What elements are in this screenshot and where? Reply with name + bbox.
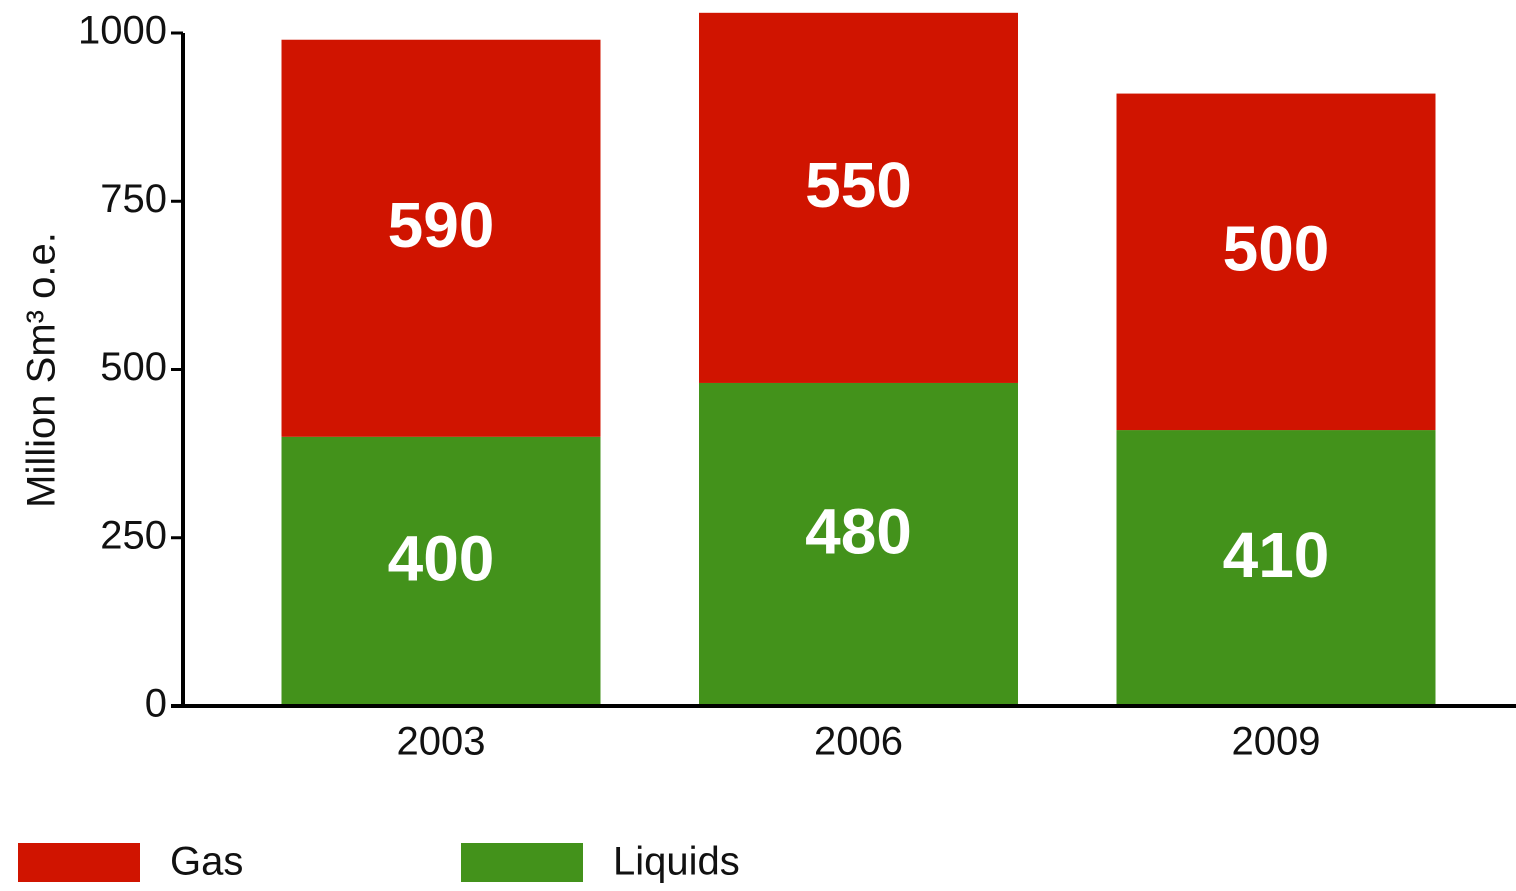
y-tick-label: 250 bbox=[100, 513, 167, 557]
x-tick-label: 2003 bbox=[397, 720, 486, 764]
bar-segment bbox=[699, 12, 1018, 383]
data-label: 590 bbox=[388, 189, 495, 261]
legend-label: Gas bbox=[170, 840, 243, 884]
bar-segment bbox=[699, 382, 1018, 706]
y-tick-label: 1000 bbox=[78, 9, 167, 53]
data-label: 410 bbox=[1223, 519, 1330, 591]
data-label: 480 bbox=[805, 495, 912, 567]
y-tick-label: 750 bbox=[100, 177, 167, 221]
data-label: 550 bbox=[805, 149, 912, 221]
bar-segment bbox=[1116, 430, 1436, 706]
x-tick-label: 2009 bbox=[1232, 720, 1321, 764]
y-axis-label: Million Sm³ o.e. bbox=[20, 232, 64, 508]
bar-segment bbox=[1116, 93, 1436, 431]
bar-segment bbox=[281, 39, 601, 437]
data-label: 500 bbox=[1223, 213, 1330, 285]
data-label: 400 bbox=[388, 522, 495, 594]
y-tick-label: 0 bbox=[145, 682, 167, 726]
x-tick-label: 2006 bbox=[814, 720, 903, 764]
y-tick-label: 500 bbox=[100, 345, 167, 389]
legend-swatch bbox=[461, 843, 583, 882]
legend-label: Liquids bbox=[613, 840, 740, 884]
legend-swatch bbox=[18, 843, 140, 882]
bar-segment bbox=[281, 436, 601, 706]
